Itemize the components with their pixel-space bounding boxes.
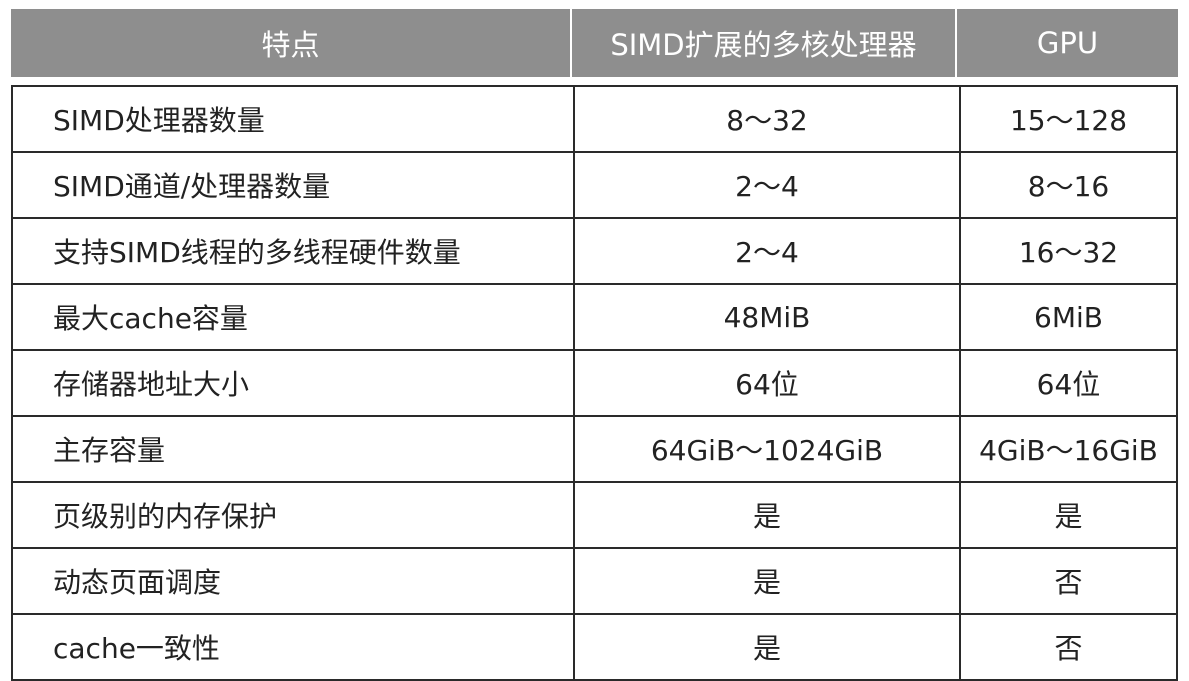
feature-cell: 动态页面调度: [11, 547, 575, 615]
table-row: cache一致性是否: [11, 613, 1178, 681]
table-row: 页级别的内存保护是是: [11, 481, 1178, 549]
table-row: 支持SIMD线程的多线程硬件数量 2～4 16～32: [11, 217, 1178, 285]
feature-cell: 主存容量: [11, 415, 575, 483]
feature-cell: 存储器地址大小: [11, 349, 575, 417]
feature-cell: SIMD处理器数量: [11, 85, 575, 153]
simd-multicore-cell: 64GiB～1024GiB: [573, 415, 961, 483]
gpu-cell: 16～32: [959, 217, 1178, 285]
simd-multicore-cell: 64位: [573, 349, 961, 417]
feature-cell: cache一致性: [11, 613, 575, 681]
table-header: 特点 SIMD扩展的多核处理器 GPU: [11, 9, 1178, 77]
header-simd-multicore: SIMD扩展的多核处理器: [572, 9, 955, 77]
simd-multicore-cell: 2～4: [573, 151, 961, 219]
table-row: 主存容量 64GiB～1024GiB 4GiB～16GiB: [11, 415, 1178, 483]
table-row: 存储器地址大小 64位 64位: [11, 349, 1178, 417]
header-feature: 特点: [11, 9, 570, 77]
gpu-cell: 否: [959, 547, 1178, 615]
gpu-cell: 4GiB～16GiB: [959, 415, 1178, 483]
table-row: SIMD处理器数量 8～32 15～128: [11, 85, 1178, 153]
table-row: 动态页面调度是否: [11, 547, 1178, 615]
table-row: 最大cache容量 48MiB 6MiB: [11, 283, 1178, 351]
simd-multicore-cell: 是: [573, 547, 961, 615]
gpu-cell: 否: [959, 613, 1178, 681]
gpu-cell: 是: [959, 481, 1178, 549]
feature-cell: SIMD通道/处理器数量: [11, 151, 575, 219]
feature-cell: 支持SIMD线程的多线程硬件数量: [11, 217, 575, 285]
simd-multicore-cell: 是: [573, 481, 961, 549]
feature-cell: 页级别的内存保护: [11, 481, 575, 549]
gpu-cell: 6MiB: [959, 283, 1178, 351]
comparison-table: SIMD处理器数量 8～32 15～128 SIMD通道/处理器数量 2～4 8～16 支持…: [11, 85, 1178, 681]
gpu-cell: 15～128: [959, 85, 1178, 153]
gpu-cell: 8～16: [959, 151, 1178, 219]
simd-multicore-cell: 8～32: [573, 85, 961, 153]
simd-multicore-cell: 2～4: [573, 217, 961, 285]
table-row: SIMD通道/处理器数量 2～4 8～16: [11, 151, 1178, 219]
simd-multicore-cell: 是: [573, 613, 961, 681]
gpu-cell: 64位: [959, 349, 1178, 417]
feature-cell: 最大cache容量: [11, 283, 575, 351]
simd-multicore-cell: 48MiB: [573, 283, 961, 351]
header-gpu: GPU: [957, 9, 1178, 77]
